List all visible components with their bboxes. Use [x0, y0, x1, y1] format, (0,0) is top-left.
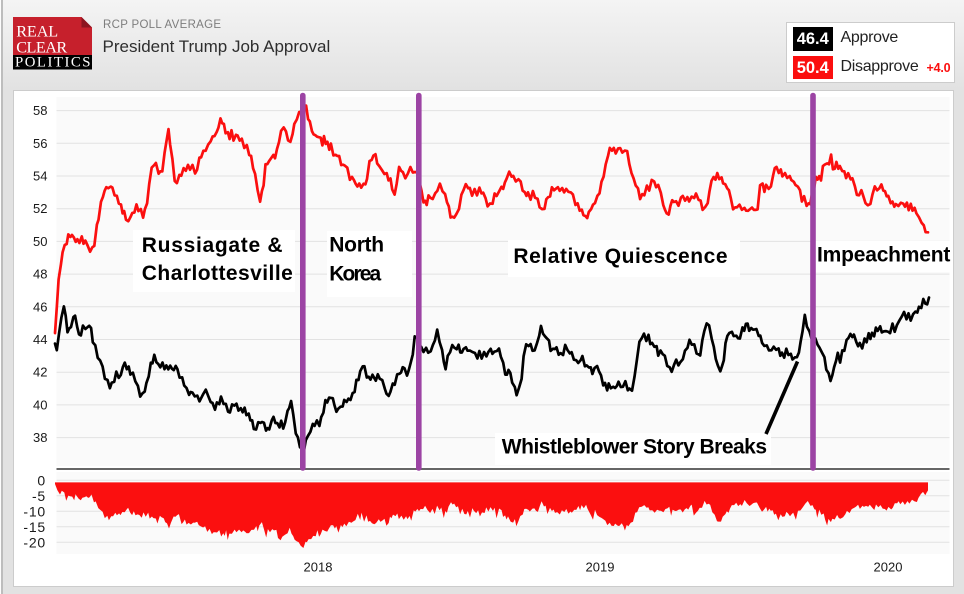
svg-text:2020: 2020	[874, 560, 903, 575]
svg-text:50: 50	[33, 234, 47, 249]
svg-text:REAL: REAL	[16, 22, 58, 40]
svg-text:Relative Quiescence: Relative Quiescence	[513, 245, 728, 268]
svg-text:2019: 2019	[586, 560, 615, 575]
svg-text:Whistleblower Story Breaks: Whistleblower Story Breaks	[502, 436, 767, 459]
svg-text:40: 40	[33, 397, 47, 412]
svg-text:46: 46	[33, 299, 47, 314]
svg-text:-15: -15	[23, 519, 46, 535]
svg-text:56: 56	[33, 136, 47, 151]
svg-text:38: 38	[33, 430, 47, 445]
svg-text:52: 52	[33, 201, 47, 216]
svg-text:-5: -5	[32, 488, 46, 504]
svg-text:48: 48	[33, 267, 47, 282]
svg-text:58: 58	[33, 103, 47, 118]
svg-text:Russiagate &: Russiagate &	[142, 234, 283, 257]
svg-text:Korea: Korea	[329, 263, 381, 286]
svg-text:-10: -10	[23, 503, 46, 519]
svg-text:42: 42	[33, 365, 47, 380]
svg-text:0: 0	[37, 472, 46, 488]
svg-text:54: 54	[33, 169, 47, 184]
svg-text:2018: 2018	[304, 560, 333, 575]
svg-text:CLEAR: CLEAR	[16, 39, 67, 57]
svg-text:Charlottesville: Charlottesville	[142, 262, 293, 285]
svg-text:-20: -20	[23, 534, 46, 550]
svg-text:North: North	[329, 234, 384, 257]
svg-text:44: 44	[33, 332, 47, 347]
svg-text:Impeachment: Impeachment	[817, 244, 950, 267]
